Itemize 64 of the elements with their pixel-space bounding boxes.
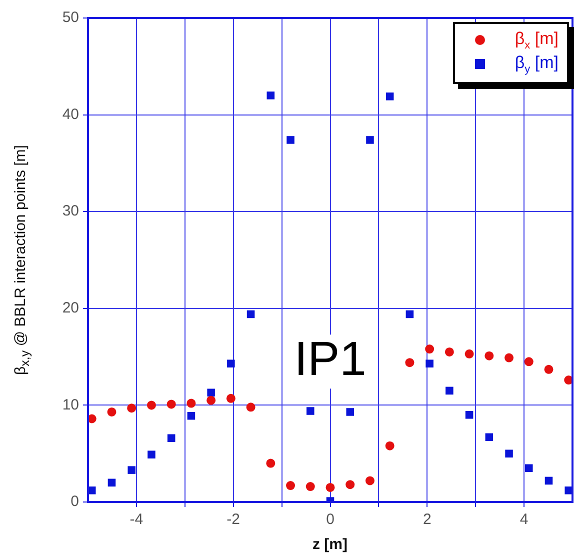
point <box>107 407 116 416</box>
point <box>406 310 414 318</box>
point <box>385 441 394 450</box>
point <box>504 353 514 362</box>
point <box>564 376 572 385</box>
point <box>166 400 176 409</box>
x-tick-label: 4 <box>520 511 528 528</box>
point <box>465 410 474 419</box>
point <box>444 347 454 356</box>
annotation: IP1 <box>294 332 366 386</box>
point <box>187 412 196 420</box>
point <box>446 386 454 395</box>
point <box>425 344 434 354</box>
point <box>206 396 216 405</box>
legend-label: β$_{y}$ [m] <box>514 52 558 76</box>
point <box>286 481 296 490</box>
x-tick-label: 2 <box>422 511 432 528</box>
point <box>505 450 513 458</box>
point <box>167 434 176 442</box>
point <box>405 358 414 368</box>
point <box>346 480 355 490</box>
point <box>524 357 534 366</box>
point <box>386 92 394 100</box>
point <box>365 476 374 486</box>
point <box>326 482 335 492</box>
point <box>426 360 434 368</box>
x-axis-title: z [m] <box>312 536 348 553</box>
point <box>226 394 236 403</box>
point <box>186 398 196 408</box>
point <box>207 388 215 397</box>
y-tick-label: 20 <box>62 300 79 317</box>
point <box>464 349 474 358</box>
point <box>88 414 96 424</box>
x-tick-label: 0 <box>326 511 334 528</box>
point <box>266 92 275 100</box>
point <box>525 464 533 472</box>
point <box>484 351 494 360</box>
point <box>128 466 136 474</box>
point <box>564 486 572 494</box>
point <box>544 476 553 485</box>
point <box>88 486 96 494</box>
y-tick-label: 30 <box>62 202 79 220</box>
y-tick-label: 10 <box>62 396 79 414</box>
point <box>306 407 314 415</box>
point <box>246 310 255 318</box>
point <box>306 482 315 492</box>
x-tick-label: -4 <box>130 511 144 528</box>
x-tick-label: -2 <box>226 511 240 528</box>
point <box>266 458 276 468</box>
point <box>227 360 235 368</box>
point <box>286 136 294 144</box>
point <box>108 478 116 487</box>
y-tick-label: 0 <box>70 493 79 510</box>
point <box>246 402 256 412</box>
point <box>485 433 494 442</box>
point <box>127 404 136 413</box>
point <box>148 450 156 458</box>
point <box>346 408 354 416</box>
y-tick-label: 50 <box>62 9 79 26</box>
point <box>544 364 554 374</box>
y-tick-label: 40 <box>62 106 79 123</box>
legend-label: β$_{x}$ [m] <box>514 28 558 52</box>
point <box>366 136 374 144</box>
point <box>146 400 156 410</box>
